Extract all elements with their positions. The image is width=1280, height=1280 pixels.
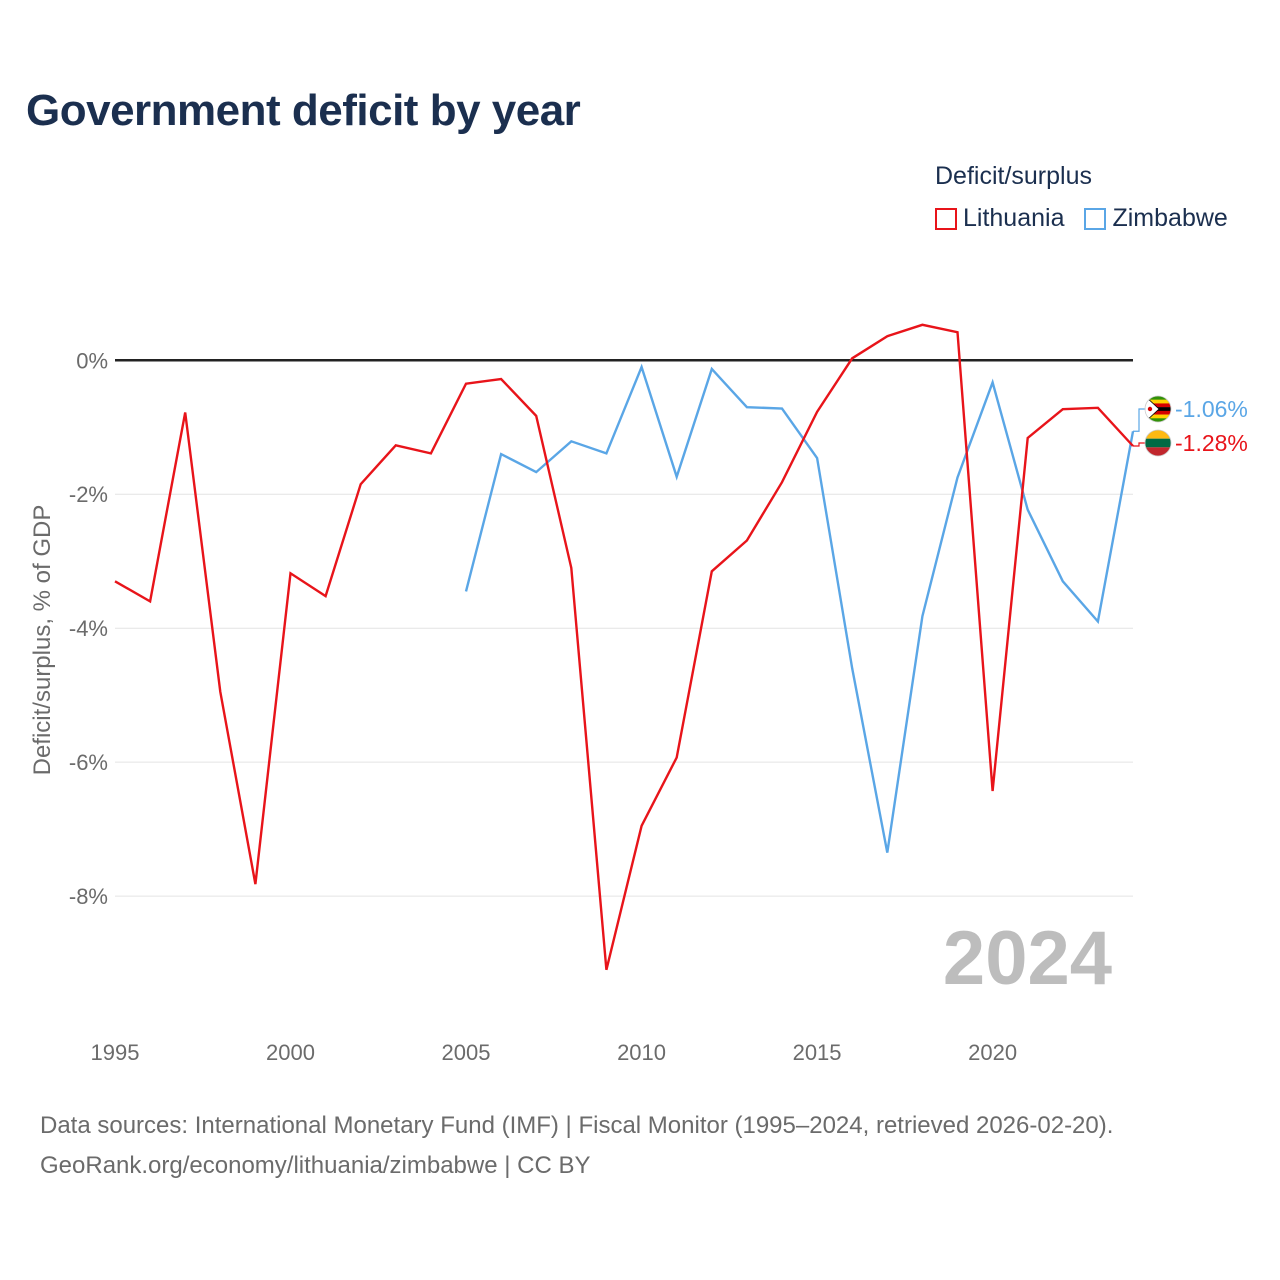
y-axis: 0% -2% -4% -6% -8% (69, 348, 108, 909)
legend-swatch-lithuania (935, 207, 957, 230)
chart-title: Government deficit by year (26, 86, 581, 135)
legend-swatch-zimbabwe (1084, 207, 1107, 230)
x-axis: 1995 2000 2005 2010 2015 2020 (91, 1040, 1018, 1065)
x-tick-label: 2010 (617, 1040, 666, 1065)
legend: Lithuania Zimbabwe (935, 204, 1248, 233)
leader-line-lithuania (1133, 442, 1146, 447)
x-tick-label: 2005 (442, 1040, 491, 1065)
legend-title: Deficit/surplus (935, 162, 1092, 190)
zimbabwe-flag-icon (1144, 395, 1172, 423)
y-tick-label: -6% (69, 750, 108, 775)
end-label-lithuania: -1.28% (1175, 430, 1248, 456)
footer: Data sources: International Monetary Fun… (40, 1106, 1113, 1186)
leader-line-zimbabwe (1133, 408, 1146, 432)
end-labels: -1.28% -1.06% (1133, 395, 1248, 457)
legend-label-zimbabwe: Zimbabwe (1112, 204, 1228, 232)
x-tick-label: 1995 (91, 1040, 140, 1065)
x-tick-label: 2020 (968, 1040, 1017, 1065)
end-label-zimbabwe: -1.06% (1175, 396, 1248, 422)
series-layer (114, 323, 1135, 971)
y-tick-label: -2% (69, 482, 108, 507)
series-line-lithuania (114, 323, 1134, 971)
legend-item-lithuania[interactable]: Lithuania (935, 204, 1064, 233)
x-tick-label: 2000 (266, 1040, 315, 1065)
year-watermark: 2024 (943, 916, 1112, 1001)
x-tick-label: 2015 (793, 1040, 842, 1065)
series-line-zimbabwe (464, 363, 1135, 853)
y-tick-label: 0% (76, 348, 108, 373)
y-tick-label: -8% (69, 884, 108, 909)
y-tick-label: -4% (69, 616, 108, 641)
lithuania-flag-icon (1144, 429, 1172, 457)
legend-label-lithuania: Lithuania (963, 204, 1065, 232)
legend-item-zimbabwe[interactable]: Zimbabwe (1084, 204, 1228, 233)
y-axis-title: Deficit/surplus, % of GDP (29, 505, 56, 776)
footer-link[interactable]: GeoRank.org/economy/lithuania/zimbabwe |… (40, 1152, 591, 1179)
footer-source: Data sources: International Monetary Fun… (40, 1112, 1114, 1139)
